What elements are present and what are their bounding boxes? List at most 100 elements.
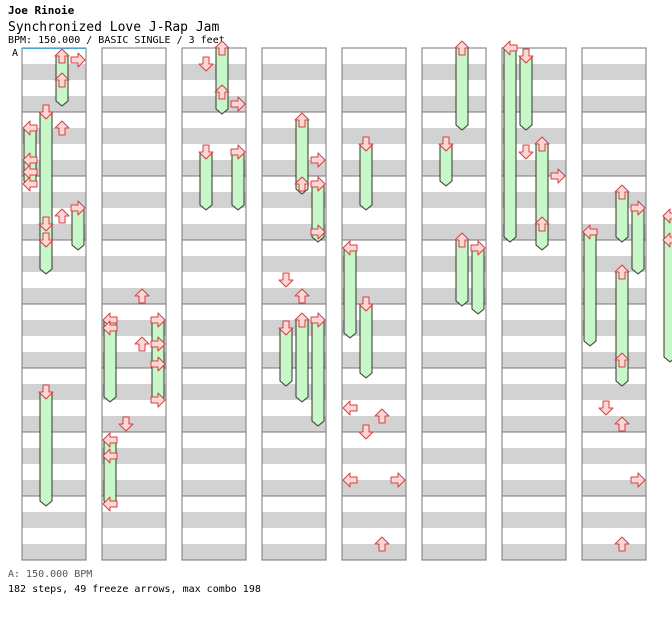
- beat-band: [422, 512, 486, 528]
- beat-band: [262, 544, 326, 560]
- beat-band: [582, 512, 646, 528]
- beat-band: [502, 544, 566, 560]
- beat-band: [502, 224, 566, 240]
- beat-band: [582, 128, 646, 144]
- beat-band: [102, 416, 166, 432]
- beat-band: [422, 544, 486, 560]
- freeze-head-up-arrow: [214, 40, 230, 56]
- beat-band: [182, 416, 246, 432]
- note-down-arrow: [598, 400, 614, 416]
- freeze-head-right-arrow: [150, 312, 166, 328]
- freeze-head-right-arrow: [310, 312, 326, 328]
- beat-band: [582, 192, 646, 208]
- beat-band: [22, 448, 86, 464]
- freeze-head-down-arrow: [518, 48, 534, 64]
- beat-band: [582, 224, 646, 240]
- freeze-arrow-up: [295, 319, 309, 403]
- freeze-arrow-down: [519, 55, 533, 131]
- beat-band: [342, 512, 406, 528]
- beat-band: [102, 320, 166, 336]
- beat-band: [22, 96, 86, 112]
- note-up-arrow: [374, 408, 390, 424]
- beat-band: [22, 480, 86, 496]
- note-right-arrow: [150, 356, 166, 372]
- beat-band: [182, 384, 246, 400]
- beat-band: [262, 352, 326, 368]
- beat-band: [422, 160, 486, 176]
- freeze-head-up-arrow: [294, 312, 310, 328]
- beat-band: [102, 256, 166, 272]
- beat-band: [582, 416, 646, 432]
- beat-band: [502, 480, 566, 496]
- beat-band: [22, 544, 86, 560]
- beat-band: [102, 160, 166, 176]
- note-up-arrow: [134, 336, 150, 352]
- beat-band: [262, 256, 326, 272]
- beat-band: [102, 96, 166, 112]
- artist-name: Joe Rinoie: [8, 4, 75, 17]
- note-down-arrow: [518, 144, 534, 160]
- beat-band: [582, 544, 646, 560]
- beat-band: [582, 96, 646, 112]
- beat-band: [262, 288, 326, 304]
- beat-band: [262, 192, 326, 208]
- note-up-arrow: [614, 416, 630, 432]
- column-frame: [501, 47, 567, 561]
- note-right-arrow: [390, 472, 406, 488]
- beat-band: [262, 320, 326, 336]
- beat-band: [502, 320, 566, 336]
- column-frame: [421, 47, 487, 561]
- footer-bpm: A: 150.000 BPM: [8, 569, 93, 580]
- beat-band: [262, 96, 326, 112]
- beat-band: [422, 224, 486, 240]
- beat-band: [342, 256, 406, 272]
- beat-band: [582, 352, 646, 368]
- beat-band: [582, 256, 646, 272]
- freeze-head-right-arrow: [470, 240, 486, 256]
- beat-band: [182, 256, 246, 272]
- beat-band: [342, 544, 406, 560]
- beat-band: [342, 384, 406, 400]
- beat-band: [262, 160, 326, 176]
- freeze-head-right-arrow: [230, 144, 246, 160]
- beat-band: [182, 224, 246, 240]
- beat-band: [22, 128, 86, 144]
- beat-band: [422, 448, 486, 464]
- beat-band: [342, 128, 406, 144]
- freeze-arrow-down: [359, 303, 373, 379]
- beat-band: [422, 384, 486, 400]
- beat-band: [502, 384, 566, 400]
- beat-band: [422, 192, 486, 208]
- beat-band: [422, 64, 486, 80]
- note-left-arrow: [22, 176, 38, 192]
- note-up-arrow: [614, 352, 630, 368]
- freeze-head-down-arrow: [38, 216, 54, 232]
- freeze-arrow-down: [39, 391, 53, 507]
- freeze-arrow-down: [359, 143, 373, 211]
- note-down-arrow: [358, 424, 374, 440]
- beat-band: [262, 512, 326, 528]
- note-up-arrow: [534, 216, 550, 232]
- note-right-arrow: [230, 96, 246, 112]
- beat-band: [262, 64, 326, 80]
- freeze-arrow-left: [343, 247, 357, 339]
- note-right-arrow: [150, 336, 166, 352]
- column-frame: [101, 47, 167, 561]
- beat-band: [342, 416, 406, 432]
- freeze-head-up-arrow: [454, 232, 470, 248]
- beat-band: [582, 320, 646, 336]
- note-right-arrow: [310, 224, 326, 240]
- beat-band: [182, 352, 246, 368]
- beat-band: [582, 160, 646, 176]
- beat-band: [582, 64, 646, 80]
- beat-band: [262, 448, 326, 464]
- beat-band: [22, 416, 86, 432]
- freeze-head-up-arrow: [614, 264, 630, 280]
- freeze-head-down-arrow: [358, 296, 374, 312]
- beat-band: [422, 320, 486, 336]
- freeze-head-up-arrow: [534, 136, 550, 152]
- note-right-arrow: [70, 52, 86, 68]
- note-down-arrow: [278, 272, 294, 288]
- beat-band: [102, 352, 166, 368]
- freeze-arrow-left: [503, 47, 517, 243]
